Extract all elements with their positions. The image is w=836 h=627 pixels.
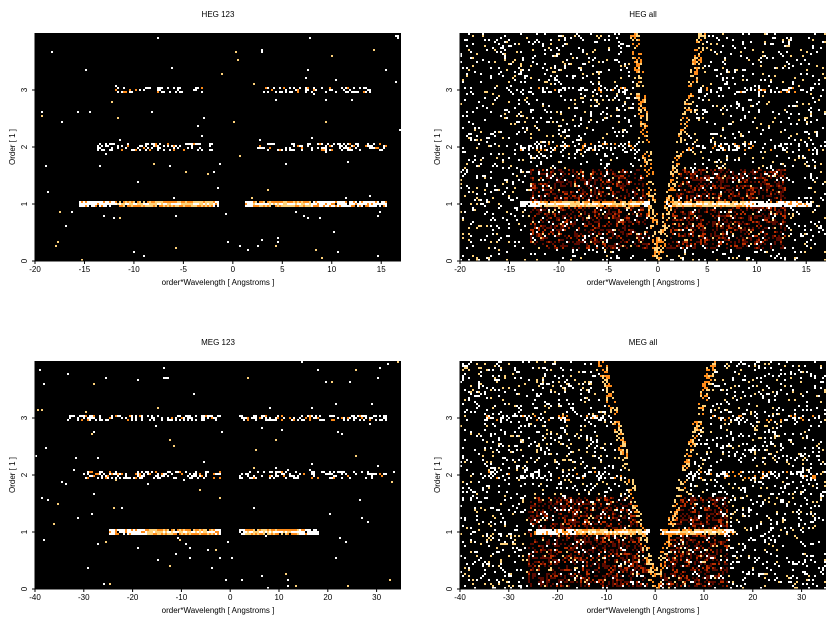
x-axis-label: order*Wavelength [ Angstroms ]	[587, 278, 700, 287]
y-tick-label: 1	[445, 201, 454, 206]
heatmap-cells	[35, 361, 399, 589]
x-tick-label: 10	[700, 593, 709, 602]
plot-area	[460, 33, 826, 261]
x-tick-label: -20	[552, 593, 564, 602]
x-tick-label: 10	[275, 593, 284, 602]
x-tick-label: -15	[79, 265, 91, 274]
y-tick-label: 1	[20, 529, 29, 534]
y-tick-label: 0	[445, 586, 454, 591]
x-tick-label: 0	[656, 265, 661, 274]
y-tick-label: 2	[445, 144, 454, 149]
y-tick-label: 1	[20, 201, 29, 206]
chart-panel-1: -20 -15 -10 -5 0 5 10 15 0 1 2 3 HEG 123 order*Wavele…	[8, 10, 401, 287]
heatmap-cells	[41, 35, 401, 261]
x-tick-label: 30	[372, 593, 381, 602]
x-tick-label: -40	[29, 593, 41, 602]
y-axis-label: Order [ 1 ]	[8, 129, 17, 165]
chart-panel-2: -20 -15 -10 -5 0 5 10 15 0 1 2 3 HEG all order*Wavele…	[433, 10, 826, 287]
y-tick-label: 0	[445, 258, 454, 263]
x-tick-label: 5	[705, 265, 710, 274]
x-tick-label: 0	[231, 265, 236, 274]
x-tick-label: -15	[504, 265, 516, 274]
x-tick-label: 15	[802, 265, 811, 274]
x-tick-label: -10	[176, 593, 188, 602]
y-tick-label: 3	[20, 415, 29, 420]
x-tick-label: 20	[748, 593, 757, 602]
x-tick-label: -20	[454, 265, 466, 274]
y-tick-label: 2	[20, 472, 29, 477]
x-tick-label: 10	[327, 265, 336, 274]
chart-panel-3: -40 -30 -20 -10 0 10 20 30 0 1 2 3 MEG 123 order*Wave…	[8, 338, 401, 615]
y-axis-label: Order [ 1 ]	[433, 129, 442, 165]
chart-title: HEG 123	[202, 10, 235, 19]
x-axis-label: order*Wavelength [ Angstroms ]	[162, 278, 275, 287]
x-tick-label: 5	[280, 265, 285, 274]
y-tick-label: 1	[445, 529, 454, 534]
x-tick-label: -30	[503, 593, 515, 602]
x-tick-label: 20	[323, 593, 332, 602]
x-tick-label: -5	[180, 265, 188, 274]
chart-title: HEG all	[629, 10, 657, 19]
x-tick-label: -20	[127, 593, 139, 602]
x-tick-label: -10	[553, 265, 565, 274]
x-tick-label: -30	[78, 593, 90, 602]
chart-title: MEG 123	[201, 338, 235, 347]
heatmap-cells	[460, 361, 826, 589]
heatmap-cells	[460, 33, 826, 261]
x-tick-label: -10	[601, 593, 613, 602]
x-tick-label: 30	[797, 593, 806, 602]
x-tick-label: -10	[128, 265, 140, 274]
y-tick-label: 2	[20, 144, 29, 149]
x-tick-label: 10	[752, 265, 761, 274]
x-tick-label: 15	[377, 265, 386, 274]
y-tick-label: 3	[445, 87, 454, 92]
x-axis-label: order*Wavelength [ Angstroms ]	[587, 606, 700, 615]
x-tick-label: 0	[228, 593, 233, 602]
x-axis-label: order*Wavelength [ Angstroms ]	[162, 606, 275, 615]
y-axis-label: Order [ 1 ]	[433, 457, 442, 493]
x-tick-label: 0	[653, 593, 658, 602]
chart-title: MEG all	[629, 338, 658, 347]
y-tick-label: 0	[20, 586, 29, 591]
y-tick-label: 0	[20, 258, 29, 263]
y-tick-label: 2	[445, 472, 454, 477]
y-tick-label: 3	[20, 87, 29, 92]
x-tick-label: -5	[605, 265, 613, 274]
x-tick-label: -40	[454, 593, 466, 602]
y-tick-label: 3	[445, 415, 454, 420]
chart-panel-4: -40 -30 -20 -10 0 10 20 30 0 1 2 3 MEG all order*Wave…	[433, 338, 826, 615]
x-tick-label: -20	[29, 265, 41, 274]
y-axis-label: Order [ 1 ]	[8, 457, 17, 493]
